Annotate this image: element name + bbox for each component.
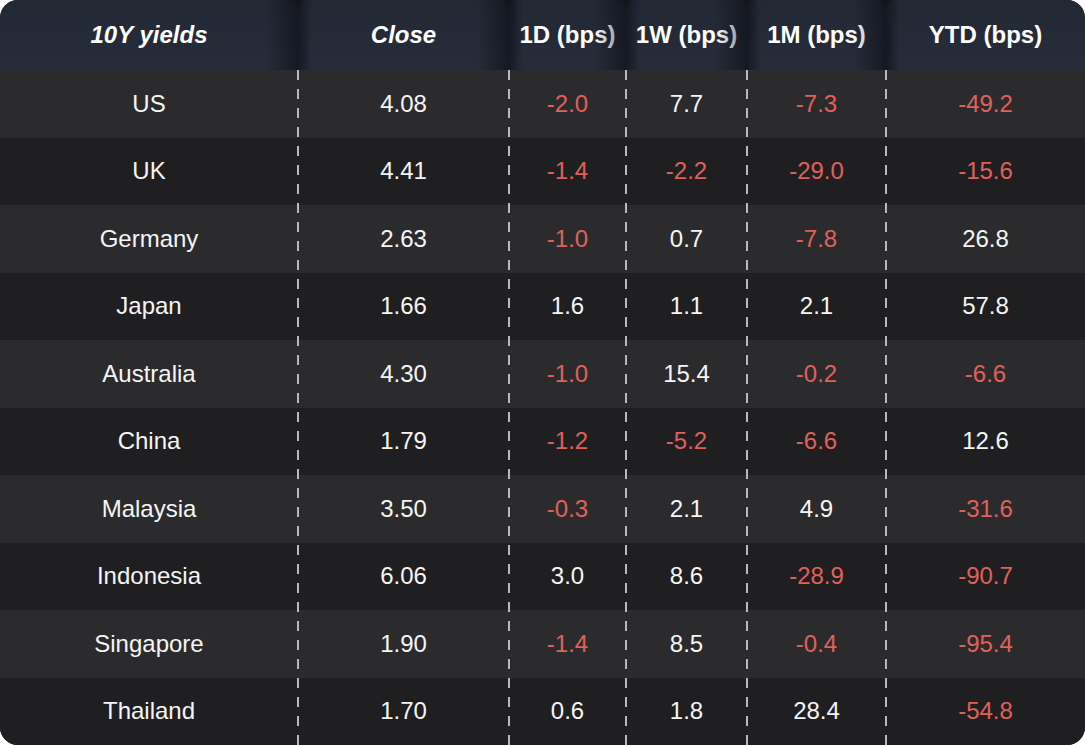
country-cell: Indonesia — [0, 543, 298, 611]
value-cell: 8.6 — [626, 543, 747, 611]
value-cell: 26.8 — [886, 205, 1085, 273]
value-cell: 6.06 — [298, 543, 509, 611]
value-cell: 8.5 — [626, 610, 747, 678]
value-cell: 1.70 — [298, 678, 509, 745]
value-cell: -5.2 — [626, 408, 747, 476]
column-header-ytd-bps: YTD (bps) — [886, 0, 1085, 70]
table-row: Japan1.661.61.12.157.8 — [0, 273, 1085, 341]
value-cell: -0.3 — [509, 475, 626, 543]
value-cell: -49.2 — [886, 70, 1085, 138]
table-row: Australia4.30-1.015.4-0.2-6.6 — [0, 340, 1085, 408]
value-cell: -1.4 — [509, 138, 626, 206]
country-cell: China — [0, 408, 298, 476]
yields-table-card: 10Y yields Close 1D (bps) 1W (bps) 1M (b… — [0, 0, 1085, 745]
country-cell: Malaysia — [0, 475, 298, 543]
value-cell: -28.9 — [747, 543, 886, 611]
country-cell: Australia — [0, 340, 298, 408]
value-cell: 57.8 — [886, 273, 1085, 341]
table-header: 10Y yields Close 1D (bps) 1W (bps) 1M (b… — [0, 0, 1085, 70]
country-cell: US — [0, 70, 298, 138]
value-cell: 1.79 — [298, 408, 509, 476]
country-cell: Japan — [0, 273, 298, 341]
country-cell: Singapore — [0, 610, 298, 678]
value-cell: -1.4 — [509, 610, 626, 678]
value-cell: -2.0 — [509, 70, 626, 138]
value-cell: 2.1 — [626, 475, 747, 543]
country-cell: UK — [0, 138, 298, 206]
table-row: Germany2.63-1.00.7-7.826.8 — [0, 205, 1085, 273]
value-cell: 15.4 — [626, 340, 747, 408]
value-cell: -31.6 — [886, 475, 1085, 543]
value-cell: 2.63 — [298, 205, 509, 273]
value-cell: 2.1 — [747, 273, 886, 341]
country-cell: Thailand — [0, 678, 298, 745]
column-header-1d-bps: 1D (bps) — [509, 0, 626, 70]
value-cell: 4.08 — [298, 70, 509, 138]
value-cell: 12.6 — [886, 408, 1085, 476]
value-cell: -0.4 — [747, 610, 886, 678]
column-header-close: Close — [298, 0, 509, 70]
value-cell: -54.8 — [886, 678, 1085, 745]
value-cell: 4.9 — [747, 475, 886, 543]
value-cell: 1.1 — [626, 273, 747, 341]
value-cell: 1.8 — [626, 678, 747, 745]
value-cell: 4.30 — [298, 340, 509, 408]
table-row: Indonesia6.063.08.6-28.9-90.7 — [0, 543, 1085, 611]
value-cell: -15.6 — [886, 138, 1085, 206]
value-cell: 28.4 — [747, 678, 886, 745]
column-header-1m-bps: 1M (bps) — [747, 0, 886, 70]
column-header-10y-yields: 10Y yields — [0, 0, 298, 70]
value-cell: -1.0 — [509, 205, 626, 273]
table-row: US4.08-2.07.7-7.3-49.2 — [0, 70, 1085, 138]
value-cell: 0.6 — [509, 678, 626, 745]
value-cell: 1.90 — [298, 610, 509, 678]
header-row: 10Y yields Close 1D (bps) 1W (bps) 1M (b… — [0, 0, 1085, 70]
value-cell: 7.7 — [626, 70, 747, 138]
country-cell: Germany — [0, 205, 298, 273]
yields-table: 10Y yields Close 1D (bps) 1W (bps) 1M (b… — [0, 0, 1085, 745]
value-cell: -90.7 — [886, 543, 1085, 611]
value-cell: -6.6 — [747, 408, 886, 476]
table-row: China1.79-1.2-5.2-6.612.6 — [0, 408, 1085, 476]
value-cell: -7.8 — [747, 205, 886, 273]
value-cell: -7.3 — [747, 70, 886, 138]
value-cell: -1.2 — [509, 408, 626, 476]
value-cell: -0.2 — [747, 340, 886, 408]
value-cell: 4.41 — [298, 138, 509, 206]
value-cell: -95.4 — [886, 610, 1085, 678]
value-cell: 1.66 — [298, 273, 509, 341]
value-cell: 3.0 — [509, 543, 626, 611]
table-row: Singapore1.90-1.48.5-0.4-95.4 — [0, 610, 1085, 678]
value-cell: -29.0 — [747, 138, 886, 206]
value-cell: 0.7 — [626, 205, 747, 273]
value-cell: -2.2 — [626, 138, 747, 206]
value-cell: -1.0 — [509, 340, 626, 408]
value-cell: 3.50 — [298, 475, 509, 543]
value-cell: -6.6 — [886, 340, 1085, 408]
value-cell: 1.6 — [509, 273, 626, 341]
table-row: Thailand1.700.61.828.4-54.8 — [0, 678, 1085, 745]
column-header-1w-bps: 1W (bps) — [626, 0, 747, 70]
table-row: UK4.41-1.4-2.2-29.0-15.6 — [0, 138, 1085, 206]
table-body: US4.08-2.07.7-7.3-49.2UK4.41-1.4-2.2-29.… — [0, 70, 1085, 745]
table-row: Malaysia3.50-0.32.14.9-31.6 — [0, 475, 1085, 543]
